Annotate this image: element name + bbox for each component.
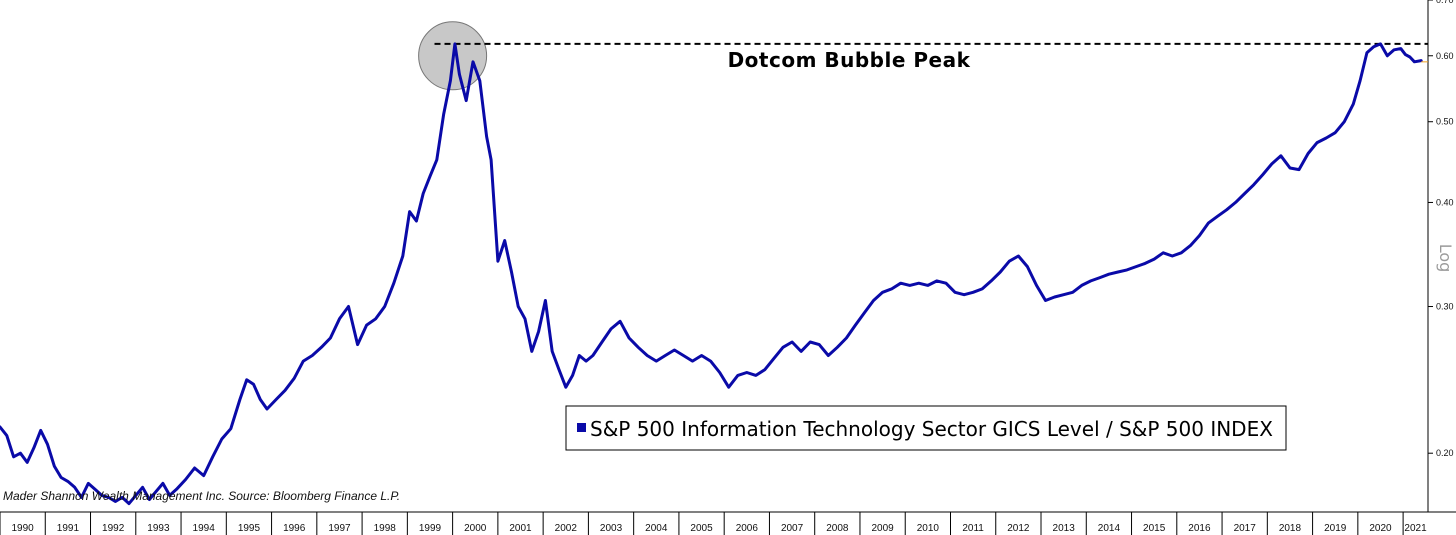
legend-swatch: [577, 423, 586, 432]
source-note: Mader Shannon Wealth Management Inc. Sou…: [3, 489, 400, 503]
x-tick-label: 2012: [1007, 523, 1030, 534]
x-tick-label: 1991: [57, 523, 80, 534]
x-tick-label: 2010: [917, 523, 940, 534]
x-tick-label: 2014: [1098, 523, 1121, 534]
legend: S&P 500 Information Technology Sector GI…: [565, 405, 1287, 451]
x-tick-label: 2006: [736, 523, 759, 534]
x-tick-label: 2002: [555, 523, 578, 534]
log-scale-label: Log: [1436, 244, 1455, 273]
legend-entry: S&P 500 Information Technology Sector GI…: [590, 417, 1273, 441]
y-tick-label: 0.30: [1436, 302, 1454, 312]
x-tick-label: 1990: [12, 523, 35, 534]
x-tick-label: 2013: [1053, 523, 1076, 534]
x-tick-label: 1999: [419, 523, 442, 534]
x-tick-label: 2015: [1143, 523, 1166, 534]
series-line: [0, 42, 1423, 506]
x-tick-label: 2004: [645, 523, 668, 534]
x-tick-label: 2007: [781, 523, 804, 534]
y-tick-label: 0.40: [1436, 197, 1454, 207]
x-tick-label: 2009: [871, 523, 894, 534]
x-tick-label: 2021: [1404, 523, 1427, 534]
series-layer: [0, 42, 1428, 506]
peak-annotation-label: Dotcom Bubble Peak: [728, 48, 971, 72]
x-tick-label: 2016: [1188, 523, 1211, 534]
x-tick-label: 1993: [147, 523, 170, 534]
x-tick-label: 2011: [962, 523, 984, 534]
x-axis: 1990 1991 1992 1993 1994 1995 1996 1997 1998 1999…: [0, 512, 1427, 535]
y-tick-label: 0.50: [1436, 117, 1454, 127]
y-tick-label: 0.20: [1436, 448, 1454, 458]
y-axis: 0.20 0.30 0.40 0.50 0.60 0.70: [1428, 0, 1454, 458]
legend-box: [565, 405, 1287, 451]
x-tick-label: 2019: [1324, 523, 1347, 534]
x-tick-label: 2020: [1369, 523, 1392, 534]
x-tick-label: 1995: [238, 523, 261, 534]
x-tick-label: 1994: [193, 523, 216, 534]
y-tick-label: 0.60: [1436, 51, 1454, 61]
x-tick-label: 1992: [102, 523, 125, 534]
x-tick-label: 1998: [374, 523, 397, 534]
x-tick-label: 1997: [328, 523, 351, 534]
x-tick-label: 2017: [1234, 523, 1257, 534]
y-tick-label: 0.70: [1436, 0, 1454, 5]
x-tick-label: 2000: [464, 523, 487, 534]
x-tick-label: 2003: [600, 523, 623, 534]
x-tick-label: 2018: [1279, 523, 1302, 534]
x-tick-label: 2008: [826, 523, 849, 534]
x-tick-label: 2001: [509, 523, 532, 534]
x-tick-label: 1996: [283, 523, 306, 534]
x-tick-label: 2005: [690, 523, 713, 534]
chart-frame: [0, 0, 1456, 513]
